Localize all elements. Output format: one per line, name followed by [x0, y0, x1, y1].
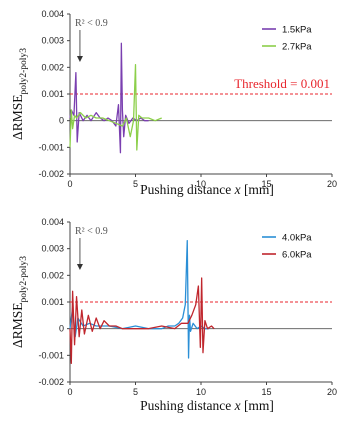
y-tick-label: 0.004 — [41, 217, 64, 227]
y-tick-label: -0.002 — [38, 377, 64, 387]
legend-label: 4.0kPa — [282, 233, 312, 244]
y-tick-label: 0.001 — [41, 89, 64, 99]
chart-panel-2: -0.002 -0.001 0 0.001 0.002 0.003 0.004 0 5 10 15 2… — [10, 217, 337, 413]
y-tick-label: 0 — [59, 324, 64, 334]
y-tick-label: 0 — [59, 116, 64, 126]
threshold-label: Threshold = 0.001 — [234, 76, 330, 91]
legend-label: 6.0kPa — [282, 250, 312, 261]
x-tick-label: 15 — [261, 179, 271, 189]
y-tick-label: -0.002 — [38, 169, 64, 179]
series-line-1.5kPa — [69, 42, 149, 154]
x-tick-label: 15 — [261, 387, 271, 397]
y-axis-title: ΔRMSEpoly2-poly3 — [10, 256, 29, 348]
x-tick-label: 5 — [133, 179, 138, 189]
annotation-text: R² < 0.9 — [75, 18, 108, 29]
y-tick-label: 0.003 — [41, 244, 64, 254]
annotation-text: R² < 0.9 — [75, 226, 108, 237]
y-axis-title: ΔRMSEpoly2-poly3 — [10, 48, 29, 140]
annotation-arrow-head — [76, 56, 83, 62]
x-tick-label: 0 — [67, 179, 72, 189]
annotation-arrow-head — [76, 264, 83, 270]
legend-label: 1.5kPa — [282, 25, 312, 36]
x-tick-label: 0 — [67, 387, 72, 397]
x-tick-label: 10 — [196, 387, 206, 397]
chart-panel-1: -0.002 -0.001 0 0.001 0.002 0.003 0.004 0 5 10 15 2… — [10, 9, 337, 197]
series-line-6.0kPa — [69, 277, 215, 364]
series-line-4.0kPa — [69, 240, 209, 359]
y-tick-label: -0.001 — [38, 350, 64, 360]
x-axis-title: Pushing distance x [mm] — [140, 398, 274, 413]
y-tick-label: 0.003 — [41, 36, 64, 46]
y-tick-label: 0.004 — [41, 9, 64, 19]
x-tick-label: 20 — [327, 179, 337, 189]
legend-label: 2.7kPa — [282, 42, 312, 53]
y-tick-label: 0.002 — [41, 270, 64, 280]
y-tick-label: 0.002 — [41, 62, 64, 72]
y-tick-label: 0.001 — [41, 297, 64, 307]
x-tick-label: 10 — [196, 179, 206, 189]
y-tick-label: -0.001 — [38, 142, 64, 152]
x-tick-label: 5 — [133, 387, 138, 397]
series-line-2.7kPa — [69, 64, 162, 151]
x-tick-label: 20 — [327, 387, 337, 397]
x-axis-title: Pushing distance x [mm] — [140, 182, 274, 197]
